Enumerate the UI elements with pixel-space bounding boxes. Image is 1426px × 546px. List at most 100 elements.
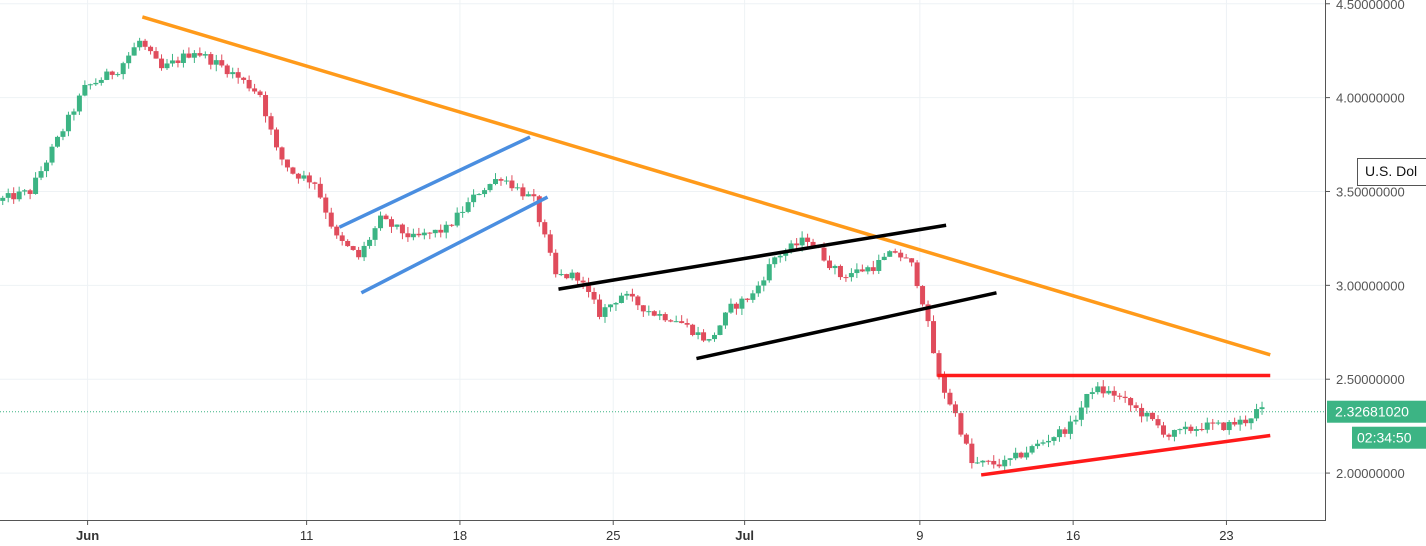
candle-body: [646, 311, 652, 313]
candle-body: [569, 272, 575, 279]
candle-body: [898, 252, 904, 258]
candle-body: [624, 293, 630, 296]
candle-body: [1204, 422, 1210, 430]
candle-body: [772, 257, 778, 265]
candle-body: [794, 243, 800, 246]
candle-body: [690, 324, 696, 335]
candle-body: [1122, 396, 1128, 399]
candle-body: [673, 321, 679, 323]
blue-channel-upper-line[interactable]: [338, 135, 531, 229]
candle-body: [657, 314, 663, 316]
candle-body: [317, 183, 323, 198]
price-tick-label: 2.50000000: [1336, 372, 1405, 387]
candle-body: [750, 293, 756, 300]
candle-body: [1046, 440, 1052, 443]
candle-body: [164, 63, 170, 69]
candle-body: [416, 233, 422, 236]
candle-body: [832, 265, 838, 269]
candle-body: [213, 60, 219, 65]
candle-body: [1139, 407, 1145, 417]
candle-body: [175, 60, 181, 63]
candle-body: [607, 304, 613, 308]
candle-body: [963, 434, 969, 444]
date-axis[interactable]: Jun 11 18 25 Jul 9 16 23: [76, 520, 1234, 543]
date-tick-label: 25: [606, 528, 620, 543]
candle-body: [1193, 429, 1199, 431]
candle-body: [931, 321, 937, 354]
candle-body: [810, 241, 816, 247]
candle-body: [465, 202, 471, 212]
candle-body: [892, 251, 898, 253]
candle-body: [1160, 425, 1166, 435]
candle-body: [1243, 419, 1249, 424]
candle-body: [854, 269, 860, 274]
candle-body: [306, 175, 312, 183]
candle-body: [969, 443, 975, 464]
candle-body: [126, 55, 132, 64]
candle-body: [273, 129, 279, 148]
date-tick-label: Jun: [76, 528, 99, 543]
candle-body: [432, 229, 438, 234]
candle-body: [1248, 418, 1254, 424]
candle-body: [11, 193, 17, 200]
candle-body: [1078, 407, 1084, 420]
candle-body: [104, 71, 110, 80]
candle-body: [1100, 386, 1106, 394]
candle-body: [920, 286, 926, 305]
candle-body: [1199, 429, 1205, 431]
candle-body: [941, 376, 947, 393]
red-rising-support-line[interactable]: [980, 433, 1271, 477]
candle-body: [487, 184, 493, 191]
candle-body: [219, 60, 225, 66]
candle-body: [909, 258, 915, 263]
candle-body: [837, 265, 843, 278]
price-tick-label: 4.00000000: [1336, 91, 1405, 106]
countdown-tag: 02:34:50: [1352, 426, 1426, 449]
black-channel-upper-line[interactable]: [558, 223, 947, 291]
candle-body: [186, 53, 192, 58]
black-channel-lower-line[interactable]: [696, 291, 997, 361]
candle-body: [722, 312, 728, 326]
orange-descending-resistance-line[interactable]: [141, 15, 1271, 357]
candle-body: [1040, 442, 1046, 444]
trendlines[interactable]: [141, 15, 1271, 477]
candle-body: [27, 190, 33, 194]
candle-body: [98, 79, 104, 83]
candle-body: [323, 197, 329, 213]
candle-body: [1210, 422, 1216, 424]
candle-body: [44, 162, 50, 172]
candle-body: [958, 413, 964, 435]
candle-body: [635, 296, 641, 306]
candle-body: [668, 320, 674, 322]
candle-body: [974, 462, 980, 464]
candle-body: [208, 54, 214, 65]
candle-body: [252, 88, 258, 92]
candle-body: [1111, 390, 1117, 396]
candle-body: [1177, 429, 1183, 431]
candle-body: [799, 237, 805, 246]
candle-body: [1002, 459, 1008, 467]
candle-body: [312, 182, 318, 184]
candle-body: [1106, 390, 1112, 394]
date-tick-label: 18: [453, 528, 467, 543]
candle-body: [197, 53, 203, 56]
grid: [0, 0, 1325, 520]
candle-body: [449, 224, 455, 226]
candle-body: [230, 72, 236, 75]
candle-body: [925, 304, 931, 322]
candle-body: [947, 392, 953, 405]
candle-body: [1029, 446, 1035, 453]
candle-body: [284, 159, 290, 168]
candle-body: [476, 194, 482, 196]
candle-body: [952, 404, 958, 414]
blue-channel-lower-line[interactable]: [360, 195, 549, 295]
price-axis[interactable]: 4.50000000 4.00000000 3.50000000 3.00000000…: [1325, 0, 1405, 481]
price-tick-label: 4.50000000: [1336, 0, 1405, 12]
candle-body: [49, 146, 55, 163]
candle-body: [1128, 398, 1134, 406]
candle-body: [493, 179, 499, 185]
candle-body: [985, 460, 991, 462]
candle-body: [71, 111, 77, 115]
candle-body: [821, 247, 827, 261]
